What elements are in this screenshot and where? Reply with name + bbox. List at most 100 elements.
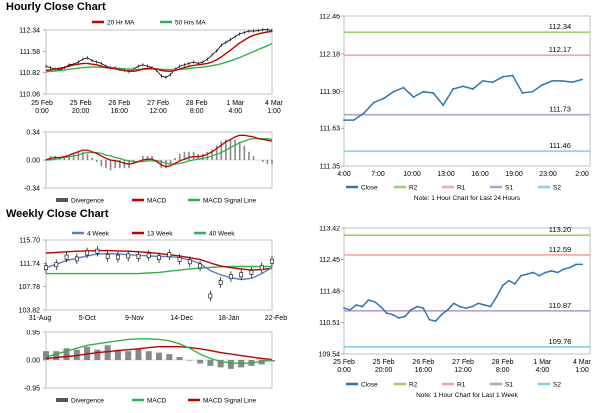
hourly-pivot-close-point <box>511 74 514 77</box>
hourly-pivot-close-point <box>501 75 504 78</box>
weekly-pivot-level-label-r1: 112.59 <box>549 245 571 254</box>
weekly-pivot-close-point <box>477 302 480 305</box>
weekly-close-plot-frame <box>45 239 273 311</box>
hourly-pivot-y-tick-label: 111.35 <box>320 164 340 171</box>
hourly-pivot-close-point <box>382 97 385 100</box>
weekly-pivot-close-point <box>513 282 516 285</box>
hourly-pivot-legend-r2-label: R2 <box>409 185 418 192</box>
weekly-pivot-note: Note: 1 Hour Chart for Last 1 Week <box>416 392 519 399</box>
hourly-pivot-close-point <box>541 84 544 86</box>
hourly-pivot-close-point <box>551 79 554 82</box>
hourly-close-y-tick-label: 111.58 <box>20 49 40 56</box>
weekly-pivot-close-point <box>349 308 352 311</box>
hourly-pivot-close-point <box>481 79 484 82</box>
weekly-pivot-y-tick-label: 112.45 <box>319 257 340 264</box>
weekly-pivot-y-tick-label: 113.42 <box>319 226 340 233</box>
weekly-pivot-x-label-time: 16:00 <box>415 367 433 374</box>
weekly-price-candle <box>239 272 244 278</box>
weekly-pivot-close-point <box>446 308 449 311</box>
hourly-x-label-time: 12:00 <box>149 108 167 115</box>
hourly-pivot-close-point <box>432 92 435 94</box>
weekly-price-candle <box>64 254 69 260</box>
weekly-price-candle <box>167 252 172 258</box>
weekly-price-candle <box>229 274 233 279</box>
weekly-legend-40wk-label: 40 Week <box>209 231 235 238</box>
hourly-close-chart: 20 Hr MA 50 Hrs MA 112.34 111.58 110.82 110.0… <box>19 20 284 116</box>
weekly-pivot-close-point <box>581 263 583 266</box>
weekly-legend-4wk-label: 4 Week <box>87 231 110 238</box>
weekly-pivot-close-point <box>422 307 425 310</box>
hourly-close-y-tick-label: 112.34 <box>19 28 40 35</box>
weekly-macd-y-tick-label: -0.95 <box>24 386 40 393</box>
weekly-price-candle <box>177 257 182 262</box>
weekly-legend-signal-label: MACD Signal Line <box>203 398 256 405</box>
weekly-x-label: 14-Dec <box>170 315 193 322</box>
weekly-divergence-bar <box>73 349 80 360</box>
hourly-pivot-close-point <box>422 90 425 93</box>
hourly-pivot-note: Note: 1 Hour Chart for Last 24 Hours <box>414 195 521 202</box>
weekly-price-candle <box>44 265 48 271</box>
weekly-legend-macd-label: MACD <box>147 398 166 405</box>
weekly-pivot-y-tick-label: 109.54 <box>319 352 341 359</box>
hourly-macd-y-tick-label: -0.34 <box>24 186 40 193</box>
weekly-pivot-close-point <box>367 299 370 301</box>
hourly-x-label-time: 1:00 <box>267 108 281 115</box>
weekly-pivot-close-point <box>520 274 522 277</box>
hourly-pivot-close-point <box>402 86 405 89</box>
hourly-pivot-legend-r1-label: R1 <box>457 185 466 192</box>
weekly-close-y-tick-label: 103.82 <box>19 308 41 315</box>
hourly-pivot-level-label-r2: 112.34 <box>549 22 571 31</box>
weekly-price-candle <box>157 255 161 261</box>
weekly-pivot-chart: 113.42 112.45 111.48 110.51 109.54 113.20 112.… <box>319 226 592 399</box>
hourly-pivot-close-point <box>392 90 395 93</box>
weekly-pivot-x-label-date: 26 Feb <box>412 359 434 366</box>
weekly-price-candle <box>146 252 151 258</box>
weekly-price-candle <box>208 293 213 299</box>
weekly-x-label: 5-Oct <box>79 315 96 322</box>
weekly-close-y-tick-label: 115.70 <box>19 238 40 245</box>
weekly-pivot-legend-s1-label: S1 <box>505 382 513 389</box>
weekly-pivot-close-point <box>501 284 504 287</box>
weekly-divergence-bar <box>94 349 101 360</box>
weekly-divergence-bar <box>176 357 183 360</box>
hourly-x-label-time: 16:00 <box>111 108 129 115</box>
hourly-pivot-y-tick-label: 112.46 <box>319 14 340 21</box>
weekly-divergence-bar <box>114 349 121 360</box>
weekly-pivot-close-point <box>355 304 358 306</box>
hourly-pivot-level-label-s2: 111.46 <box>549 141 571 150</box>
weekly-pivot-x-label-date: 4 Mar <box>573 359 592 366</box>
weekly-price-candle <box>85 250 89 256</box>
hourly-pivot-close-point <box>362 112 365 115</box>
weekly-pivot-close-point <box>526 273 528 276</box>
weekly-divergence-bar <box>207 360 214 366</box>
hourly-x-label-date: 25 Feb <box>70 100 92 107</box>
weekly-pivot-x-label-time: 0:00 <box>337 367 351 374</box>
hourly-pivot-x-label: 19:00 <box>505 171 523 178</box>
weekly-divergence-bar <box>125 351 132 360</box>
weekly-divergence-bar <box>269 360 275 362</box>
weekly-divergence-bar <box>258 360 265 365</box>
weekly-divergence-bar <box>156 352 162 360</box>
weekly-price-candle <box>259 265 264 271</box>
hourly-x-label-date: 4 Mar <box>265 100 284 107</box>
hourly-pivot-plot-frame <box>343 15 591 167</box>
weekly-pivot-close-point <box>391 313 394 316</box>
weekly-pivot-close-point <box>556 271 559 274</box>
weekly-price-candle <box>95 248 100 254</box>
hourly-legend-macd-label: MACD <box>147 198 166 205</box>
weekly-pivot-close-point <box>440 313 443 316</box>
weekly-price-candle <box>126 253 131 259</box>
weekly-macd-y-tick-label: 0.00 <box>26 358 40 365</box>
hourly-pivot-legend-s2-label: S2 <box>553 185 561 192</box>
weekly-pivot-legend-r2-label: R2 <box>409 382 418 389</box>
weekly-divergence-bar <box>186 360 193 361</box>
weekly-macd-chart: 0.95 0.00 -0.95 Divergence MACD MACD Signal L… <box>24 330 275 405</box>
hourly-macd-signal-line <box>46 137 273 165</box>
weekly-pivot-close-point <box>550 269 553 272</box>
hourly-pivot-close-point <box>561 79 564 82</box>
weekly-price-candle <box>187 259 192 265</box>
weekly-pivot-close-point <box>459 305 461 308</box>
hourly-pivot-level-label-s1: 111.73 <box>549 105 571 114</box>
hourly-x-label-date: 26 Feb <box>108 100 130 107</box>
weekly-pivot-close-point <box>361 305 364 308</box>
